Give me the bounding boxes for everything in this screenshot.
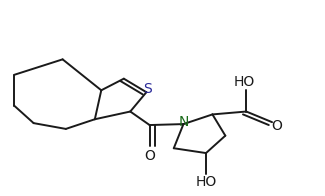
Text: HO: HO (195, 175, 217, 189)
Text: HO: HO (234, 74, 255, 89)
Text: O: O (271, 119, 282, 133)
Text: O: O (144, 149, 155, 163)
Text: S: S (144, 82, 152, 96)
Text: N: N (178, 115, 188, 129)
